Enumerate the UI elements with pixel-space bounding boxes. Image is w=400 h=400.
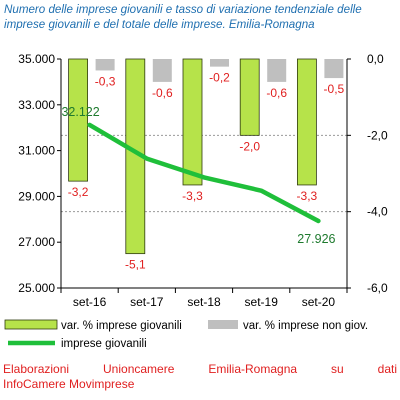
x-tick-label-set-20: set-20 [302,295,336,309]
label-giovani-set-17: -5,1 [125,258,146,272]
label-non-giov-set-20: -0,5 [324,82,345,96]
y-right-tick-label: 0,0 [367,52,384,66]
label-giovani-set-20: -3,3 [297,189,318,203]
bar-giovani-set-19 [239,58,260,136]
y-right-tick-label: -6,0 [367,281,388,295]
label-non-giov-set-17: -0,6 [152,86,173,100]
source-line-1: Elaborazioni Unioncamere Emilia-Romagna … [3,362,397,376]
source-note: Elaborazioni Unioncamere Emilia-Romagna … [3,362,397,392]
bar-non-giov-set-18 [210,59,229,67]
bar-non-giov-set-16 [95,59,115,71]
label-giovani-set-19: -2,0 [239,139,260,153]
y-left-tick-label: 27.000 [18,235,55,249]
x-tick-label-set-17: set-17 [130,295,164,309]
label-giovani-set-18: -3,3 [182,189,203,203]
y-right-tick-label: -2,0 [367,128,388,142]
y-left-tick-label: 31.000 [18,144,55,158]
y-left-tick-label: 35.000 [18,52,55,66]
chart-title: Numero delle imprese giovanili e tasso d… [4,3,362,31]
label-non-giov-set-16: -0,3 [95,74,116,88]
bar-giovani-set-20 [296,58,317,186]
data-labels-layer: -3,2 -0,3 -5,1 -0,6 -3,3 -0,2 -2,0 -0,6 -3,3 -0,5… [61,71,344,272]
axes-layer: 25.000 27.000 29.000 31.000 33.000 35.000 -6,0… [18,52,388,309]
legend-label-line: imprese giovanili [61,338,147,350]
label-line-first: 32.122 [61,105,99,119]
y-left-tick-label: 25.000 [18,281,55,295]
label-line-last: 27.926 [297,232,335,246]
y-left-tick-label: 29.000 [18,189,55,203]
legend-label-non-giov: var. % imprese non giov. [243,320,368,332]
bar-non-giov-set-17 [152,59,172,82]
bar-non-giov-set-20 [324,59,344,79]
legend: var. % imprese giovanili var. % imprese n… [4,319,368,350]
legend-swatch-giovani [4,319,58,330]
label-giovani-set-16: -3,2 [68,185,89,199]
line-imprese-giovanili [87,122,321,224]
bar-giovani-set-16 [68,58,88,182]
bar-non-giov-set-19 [267,59,287,82]
source-line-2: InfoCamere Movimprese [3,377,135,391]
x-tick-label-set-19: set-19 [245,295,279,309]
x-tick-label-set-18: set-18 [187,295,221,309]
y-left-tick-label: 33.000 [18,98,55,112]
x-tick-label-set-16: set-16 [73,295,107,309]
line-layer [87,122,321,224]
bars-layer [68,58,344,255]
legend-swatch-non-giov [208,320,238,329]
label-non-giov-set-18: -0,2 [209,71,230,85]
label-non-giov-set-19: -0,6 [266,86,287,100]
legend-label-giovani: var. % imprese giovanili [61,320,182,332]
y-right-tick-label: -4,0 [367,205,388,219]
bar-giovani-set-18 [182,58,203,186]
